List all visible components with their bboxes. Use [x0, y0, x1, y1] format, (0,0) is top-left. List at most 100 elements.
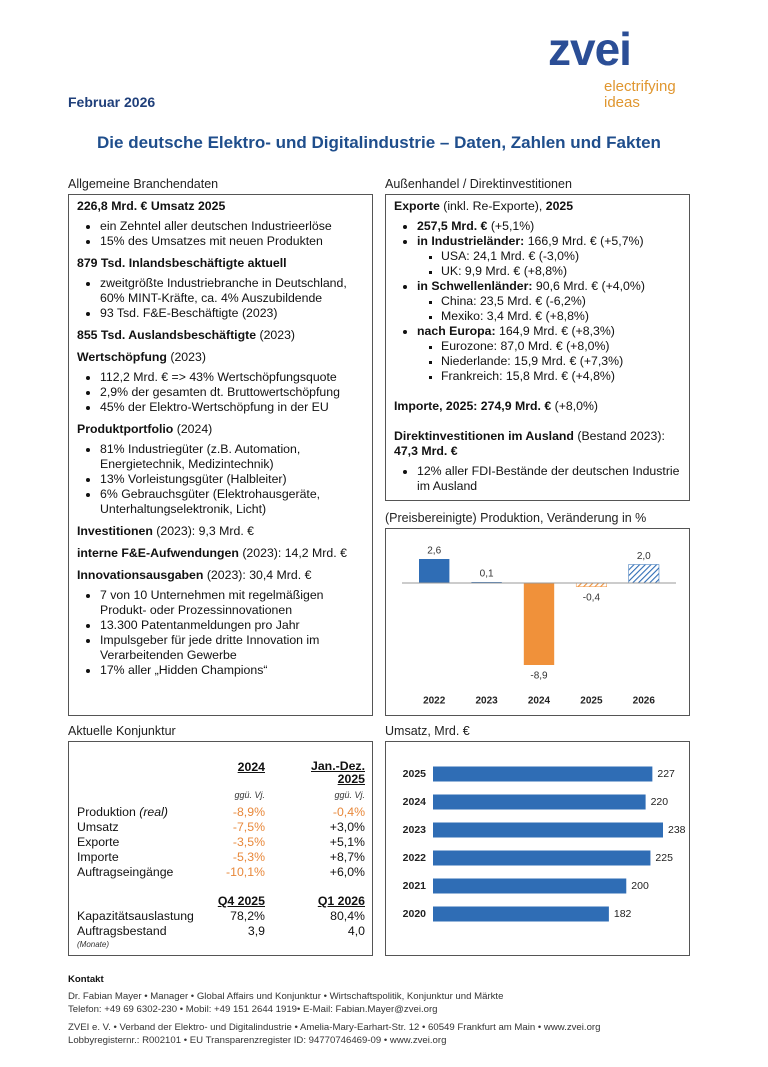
section-heading: Produktportfolio (2024) [77, 422, 364, 437]
chart-title: Umsatz, Mrd. € [385, 724, 470, 738]
bullet-item: Mexiko: 3,4 Mrd. € (+8,8%) [441, 309, 681, 324]
bar [433, 766, 653, 782]
bar [433, 850, 651, 866]
data-label: 200 [631, 880, 649, 892]
contact-line: ZVEI e. V. • Verband der Elektro- und Di… [68, 1022, 601, 1033]
section: Exporte (inkl. Re-Exporte), 2025 257,5 Mr… [394, 199, 681, 384]
bullet-item: 13% Vorleistungsgüter (Halbleiter) [100, 472, 364, 487]
facts-panel: 226,8 Mrd. € Umsatz 2025 ein Zehntel alle… [68, 194, 373, 716]
bold-text: 257,5 Mrd. € [417, 219, 488, 233]
section-heading: Wertschöpfung (2023) [77, 350, 364, 365]
bullet-item: 13.300 Patentanmeldungen pro Jahr [100, 618, 364, 633]
bar [523, 582, 555, 665]
data-label: 238 [668, 824, 686, 836]
section: Importe, 2025: 274,9 Mrd. € (+8,0%) [394, 399, 681, 414]
bold-text: 2025 [545, 199, 574, 213]
section: interne F&E-Aufwendungen (2023): 14,2 Mr… [77, 546, 364, 561]
row-label: Produktion (real) [77, 805, 168, 819]
bullet-item: Frankreich: 15,8 Mrd. € (+4,8%) [441, 369, 681, 384]
text: (2023): 14,2 Mrd. € [242, 546, 347, 560]
section-title: Aktuelle Konjunktur [68, 724, 176, 738]
logo: zvei [548, 23, 632, 75]
sub-list: USA: 24,1 Mrd. € (-3,0%)UK: 9,9 Mrd. € (… [417, 249, 681, 279]
table-value: +3,0% [329, 820, 365, 834]
bar [433, 906, 609, 922]
contact-line: Telefon: +49 69 6302-230 • Mobil: +49 15… [68, 1004, 438, 1015]
bullet-item: Niederlande: 15,9 Mrd. € (+7,3%) [441, 354, 681, 369]
document-title: Die deutsche Elektro- und Digitalindustr… [97, 133, 661, 152]
bullet-item: Impulsgeber für jede dritte Innovation i… [100, 633, 364, 663]
y-tick-label: 2021 [403, 880, 427, 892]
row-label: Umsatz [77, 820, 119, 834]
row-label-text: Exporte [77, 835, 120, 849]
bullet-item: ein Zehntel aller deutschen Industrieerl… [100, 219, 364, 234]
bold-text: Investitionen [77, 524, 153, 538]
section-heading: Direktinvestitionen im Ausland (Bestand … [394, 429, 681, 459]
text: (2023): 30,4 Mrd. € [206, 568, 312, 582]
bold-text: Direktinvestitionen im Ausland [394, 429, 574, 443]
section-heading: 226,8 Mrd. € Umsatz 2025 [77, 199, 364, 214]
tagline: electrifying ideas [604, 79, 676, 111]
table-value: -8,9% [232, 805, 265, 819]
bullet-item: Eurozone: 87,0 Mrd. € (+8,0%) [441, 339, 681, 354]
bullet-item: zweitgrößte Industriebranche in Deutschl… [100, 276, 364, 306]
section-heading: interne F&E-Aufwendungen (2023): 14,2 Mr… [77, 546, 364, 561]
row-label: Auftragseingänge [77, 865, 173, 879]
table-value: -10,1% [226, 865, 265, 879]
tagline-line: electrifying [604, 78, 676, 95]
production-chart: 2,6 2022 0,1 2023 -8,9 2024 -0,4 2025 2,0 2026 [385, 528, 690, 716]
section-heading: Exporte (inkl. Re-Exporte), 2025 [394, 199, 681, 214]
bullet-item: UK: 9,9 Mrd. € (+8,8%) [441, 264, 681, 279]
bullet-list: 12% aller FDI-Bestände der deutschen Ind… [394, 464, 681, 494]
text: (2023): 9,3 Mrd. € [156, 524, 255, 538]
y-tick-label: 2022 [403, 852, 427, 864]
data-label: -8,9 [530, 671, 548, 682]
bold-text: Innovationsausgaben [77, 568, 204, 582]
bold-text: Produktportfolio [77, 422, 174, 436]
bullet-item: 93 Tsd. F&E-Beschäftigte (2023) [100, 306, 364, 321]
bar [433, 878, 627, 894]
bullet-item: in Schwellenländer: 90,6 Mrd. € (+4,0%)C… [417, 279, 681, 324]
chart-title: (Preisbereinigte) Produktion, Veränderun… [385, 511, 647, 525]
bar [433, 822, 663, 838]
section-heading: Importe, 2025: 274,9 Mrd. € (+8,0%) [394, 399, 681, 414]
row-label-note: (real) [139, 805, 168, 819]
section-heading: Investitionen (2023): 9,3 Mrd. € [77, 524, 364, 539]
text: (inkl. Re-Exporte), [443, 199, 543, 213]
bold-text: 226,8 Mrd. € Umsatz 2025 [77, 199, 226, 213]
section-heading: 879 Tsd. Inlandsbeschäftigte aktuell [77, 256, 364, 271]
table-value: 4,0 [347, 924, 365, 938]
row-label-text: Kapazitätsauslastung [77, 909, 194, 923]
table-value: -7,5% [232, 820, 265, 834]
text: (2023) [259, 328, 296, 342]
text: (+5,1%) [490, 219, 535, 233]
column-header: 2024 [237, 760, 265, 774]
text: (Bestand 2023): [577, 429, 665, 443]
table-value: -3,5% [232, 835, 265, 849]
contact-line: Dr. Fabian Mayer • Manager • Global Affa… [68, 991, 504, 1002]
x-tick-label: 2025 [580, 696, 603, 707]
bold-text: Wertschöpfung [77, 350, 167, 364]
table-value: -0,4% [332, 805, 365, 819]
data-label: 227 [657, 768, 675, 780]
row-label-text: Importe [77, 850, 119, 864]
row-label-text: Auftragsbestand [77, 924, 167, 938]
data-label: -0,4 [583, 592, 601, 603]
y-tick-label: 2023 [403, 824, 427, 836]
data-label: 2,0 [637, 551, 651, 562]
column-subheader: ggü. Vj. [234, 790, 265, 800]
economy-table: 2024 Jan.-Dez. 2025 ggü. Vj. ggü. Vj. Produk… [68, 741, 373, 956]
bullet-item: 257,5 Mrd. € (+5,1%) [417, 219, 681, 234]
bullet-list: zweitgrößte Industriebranche in Deutschl… [77, 276, 364, 321]
section: Wertschöpfung (2023) 112,2 Mrd. € => 43% … [77, 350, 364, 415]
trade-panel: Exporte (inkl. Re-Exporte), 2025 257,5 Mr… [385, 194, 690, 501]
bar [628, 564, 660, 584]
table-value: 3,9 [247, 924, 265, 938]
bold-text: 879 Tsd. Inlandsbeschäftigte aktuell [77, 256, 287, 270]
row-label-text: Auftragseingänge [77, 865, 174, 879]
bar [419, 559, 450, 583]
bullet-list: ein Zehntel aller deutschen Industrieerl… [77, 219, 364, 249]
row-label-note: (Monate) [77, 940, 110, 949]
bullet-list: 112,2 Mrd. € => 43% Wertschöpfungsquote2… [77, 370, 364, 415]
